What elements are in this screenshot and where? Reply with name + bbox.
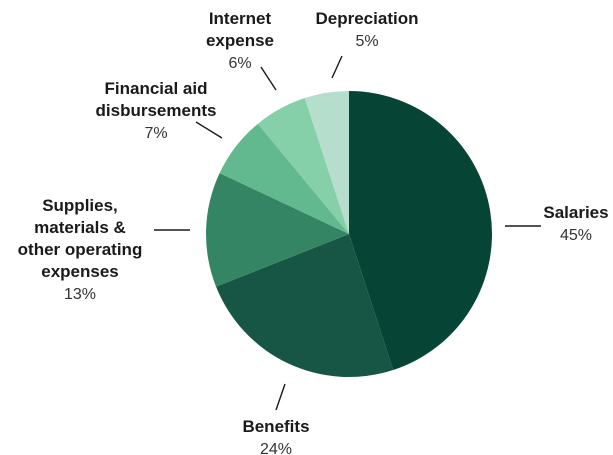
slice-percent-label: 5%	[355, 33, 378, 50]
leader-line-benefits	[275, 383, 286, 411]
pie-slices	[205, 91, 492, 377]
leader-line-financial-aid-disbursements	[195, 121, 223, 139]
slice-percent-label: 13%	[64, 286, 96, 303]
slice-label-supplies-materials-other-operating-expenses: Supplies, materials & other operating expen…	[18, 196, 143, 303]
slice-percent-label: 45%	[560, 227, 592, 244]
slice-label-line: Internet	[209, 9, 272, 28]
pie-slice-benefits	[216, 234, 394, 377]
slice-label-line: materials &	[34, 218, 126, 237]
pie-slice-supplies-materials-other-operating-expenses	[205, 173, 349, 287]
slice-percent-label: 7%	[144, 125, 167, 142]
slice-label-line: other operating	[18, 240, 143, 259]
pie-slice-depreciation	[304, 91, 349, 234]
slice-label-line: Depreciation	[316, 9, 419, 28]
slice-label-line: Supplies,	[42, 196, 118, 215]
slice-percent-label: 6%	[228, 55, 251, 72]
slice-label-salaries: Salaries 45%	[543, 203, 608, 244]
leader-lines	[154, 55, 541, 411]
slice-label-financial-aid-disbursements: Financial aid disbursements 7%	[96, 79, 217, 142]
slice-percent-label: 24%	[260, 441, 292, 455]
leader-line-internet-expense	[260, 66, 277, 91]
slice-labels: Salaries 45% Benefits 24% Supplies, materials…	[18, 9, 609, 455]
slice-label-line: disbursements	[96, 101, 217, 120]
slice-label-line: Salaries	[543, 203, 608, 222]
slice-label-line: Financial aid	[105, 79, 208, 98]
pie-slice-financial-aid-disbursements	[219, 123, 349, 234]
slice-label-internet-expense: Internet expense 6%	[206, 9, 274, 72]
slice-label-depreciation: Depreciation 5%	[316, 9, 419, 50]
slice-label-line: expenses	[41, 262, 119, 281]
pie-slice-internet-expense	[257, 98, 349, 234]
slice-label-line: expense	[206, 31, 274, 50]
leader-line-depreciation	[331, 55, 343, 79]
slice-label-benefits: Benefits 24%	[242, 417, 309, 455]
slice-label-line: Benefits	[242, 417, 309, 436]
pie-slice-salaries	[349, 91, 492, 370]
